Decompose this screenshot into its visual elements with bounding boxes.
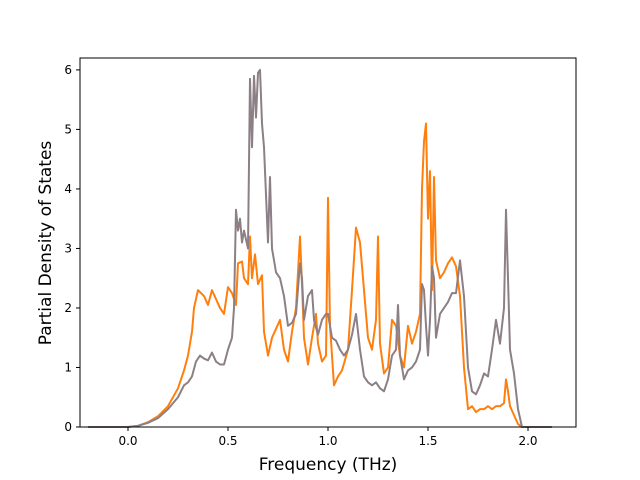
x-axis-label: Frequency (THz) [259, 455, 398, 475]
y-tick-label: 0 [64, 420, 72, 434]
y-tick-label: 2 [64, 301, 72, 315]
y-tick-label: 1 [64, 360, 72, 374]
series-layer [88, 68, 552, 428]
x-tick-label: 0.0 [118, 434, 137, 448]
y-tick-label: 4 [64, 182, 72, 196]
y-tick-label: 6 [64, 63, 72, 77]
series-line-2 [88, 68, 552, 428]
y-axis-label: Partial Density of States [36, 141, 56, 346]
y-tick-label: 5 [64, 122, 72, 136]
y-axis-ticks: 0 1 2 3 4 5 6 [64, 63, 80, 434]
x-tick-label: 1.0 [318, 434, 337, 448]
x-tick-label: 1.5 [418, 434, 437, 448]
x-tick-label: 0.5 [218, 434, 237, 448]
y-tick-label: 3 [64, 241, 72, 255]
x-axis-ticks: 0.0 0.5 1.0 1.5 2.0 [118, 427, 538, 448]
x-tick-label: 2.0 [518, 434, 537, 448]
series-line-1 [88, 122, 552, 428]
